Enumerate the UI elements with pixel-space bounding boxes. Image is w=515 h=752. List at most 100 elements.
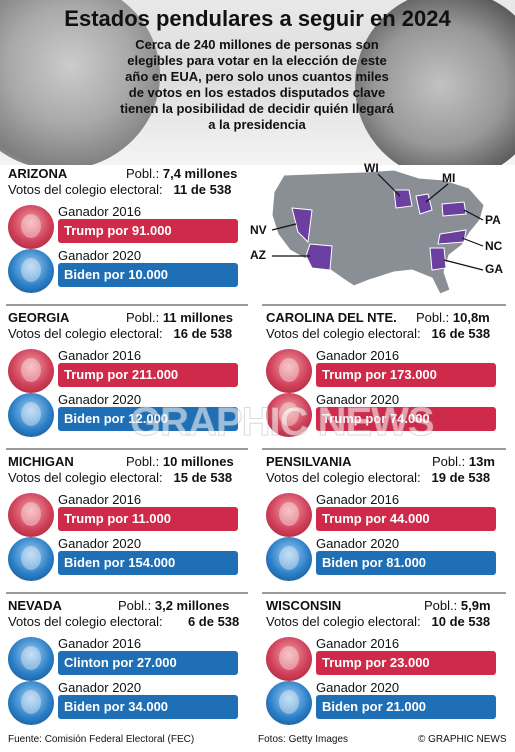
winner-2020-row: Ganador 2020 Biden por 34.000 [8, 680, 248, 726]
pointer-nc [461, 237, 484, 247]
population: Pobl.: 7,4 millones [126, 166, 238, 181]
winner-2016-row: Ganador 2016 Trump por 11.000 [8, 492, 248, 538]
winner-2016-label: Ganador 2016 [58, 348, 142, 363]
state-panel-arizona: ARIZONA Pobl.: 7,4 millones Votos del co… [8, 166, 240, 296]
divider [6, 592, 248, 594]
winner-2020-bar: Biden por 34.000 [58, 695, 238, 719]
map-label-nv: NV [250, 223, 267, 237]
winner-2016-row: Ganador 2016 Trump por 44.000 [266, 492, 506, 538]
map-label-wi: WI [364, 161, 379, 175]
winner-2020-row: Ganador 2020 Biden por 154.000 [8, 536, 248, 582]
map-label-az: AZ [250, 248, 266, 262]
map-label-nc: NC [485, 239, 503, 253]
state-name: ARIZONA [8, 166, 68, 181]
winner-2020-row: Ganador 2020 Biden por 21.000 [266, 680, 506, 726]
divider [262, 448, 506, 450]
divider [6, 448, 248, 450]
electoral-votes: Votos del colegio electoral: 16 de 538 [8, 326, 233, 341]
population: Pobl.: 10,8m [416, 310, 490, 325]
winner-2020-label: Ganador 2020 [316, 392, 400, 407]
trump-avatar [266, 349, 312, 393]
winner-2016-bar: Clinton por 27.000 [58, 651, 238, 675]
state-name: WISCONSIN [266, 598, 342, 613]
winner-2020-label: Ganador 2020 [58, 248, 142, 263]
state-panel-wisconsin: WISCONSIN Pobl.: 5,9m Votos del colegio … [266, 598, 506, 730]
state-az [305, 243, 333, 271]
page-title: Estados pendulares a seguir en 2024 [64, 6, 451, 31]
winner-2016-row: Ganador 2016 Trump por 173.000 [266, 348, 506, 394]
winner-2020-row: Ganador 2020 Biden por 12.000 [8, 392, 248, 438]
winner-2020-bar: Biden por 154.000 [58, 551, 238, 575]
trump-avatar [8, 205, 54, 249]
state-name: MICHIGAN [8, 454, 74, 469]
state-name: CAROLINA DEL NTE. [266, 310, 397, 325]
winner-2016-label: Ganador 2016 [316, 492, 400, 507]
state-panel-georgia: GEORGIA Pobl.: 11 millones Votos del col… [8, 310, 248, 446]
footer-source: Fuente: Comisión Federal Electoral (FEC) [8, 734, 195, 745]
winner-2016-row: Ganador 2016 Trump por 211.000 [8, 348, 248, 394]
state-panel-pennsylvania: PENSILVANIA Pobl.: 13m Votos del colegio… [266, 454, 506, 590]
winner-2016-bar: Trump por 11.000 [58, 507, 238, 531]
electoral-votes: Votos del colegio electoral: 16 de 538 [266, 326, 491, 341]
winner-2016-label: Ganador 2016 [58, 492, 142, 507]
electoral-votes: Votos del colegio electoral: 6 de 538 [8, 614, 240, 629]
winner-2016-row: Ganador 2016 Clinton por 27.000 [8, 636, 248, 682]
pointer-ga [443, 259, 484, 271]
biden-avatar [8, 249, 54, 293]
winner-2020-bar: Biden por 81.000 [316, 551, 496, 575]
state-mi [415, 193, 433, 215]
divider [6, 304, 248, 306]
winner-2016-label: Ganador 2016 [58, 636, 142, 651]
biden-avatar [8, 537, 54, 581]
candidate-photo-right [355, 0, 515, 165]
pointer-pa [463, 209, 484, 221]
footer-credit: © GRAPHIC NEWS [418, 734, 507, 745]
state-name: NEVADA [8, 598, 62, 613]
winner-2020-row: Ganador 2020 Biden por 10.000 [8, 248, 248, 294]
state-pa [441, 201, 467, 217]
biden-avatar [8, 393, 54, 437]
population: Pobl.: 5,9m [424, 598, 491, 613]
trump-avatar [266, 493, 312, 537]
winner-2020-bar: Trump por 74.000 [316, 407, 496, 431]
state-panel-nevada: NEVADA Pobl.: 3,2 millones Votos del col… [8, 598, 248, 730]
us-swing-states-map: WI MI PA NV NC AZ GA [250, 161, 503, 295]
watermark: GRAPHIC NEWS [130, 400, 436, 445]
population: Pobl.: 13m [432, 454, 495, 469]
winner-2016-bar: Trump por 44.000 [316, 507, 496, 531]
winner-2020-row: Ganador 2020 Trump por 74.000 [266, 392, 506, 438]
electoral-votes: Votos del colegio electoral: 10 de 538 [266, 614, 491, 629]
candidate-photo-left [0, 0, 160, 165]
state-nc [437, 229, 467, 245]
winner-2016-row: Ganador 2016 Trump por 23.000 [266, 636, 506, 682]
winner-2016-bar: Trump por 173.000 [316, 363, 496, 387]
winner-2016-bar: Trump por 211.000 [58, 363, 238, 387]
divider [262, 304, 506, 306]
winner-2016-label: Ganador 2016 [316, 636, 400, 651]
state-ga [429, 247, 447, 271]
winner-2020-label: Ganador 2020 [316, 680, 400, 695]
electoral-votes: Votos del colegio electoral: 15 de 538 [8, 470, 233, 485]
winner-2016-label: Ganador 2016 [316, 348, 400, 363]
winner-2016-bar: Trump por 91.000 [58, 219, 238, 243]
winner-2020-label: Ganador 2020 [58, 536, 142, 551]
winner-2020-row: Ganador 2020 Biden por 81.000 [266, 536, 506, 582]
population: Pobl.: 11 millones [126, 310, 233, 325]
electoral-votes: Votos del colegio electoral: 19 de 538 [266, 470, 491, 485]
clinton-avatar [8, 637, 54, 681]
trump-avatar [266, 393, 312, 437]
state-name: PENSILVANIA [266, 454, 352, 469]
state-panel-north-carolina: CAROLINA DEL NTE. Pobl.: 10,8m Votos del… [266, 310, 506, 446]
trump-avatar [8, 349, 54, 393]
winner-2020-bar: Biden por 21.000 [316, 695, 496, 719]
winner-2020-label: Ganador 2020 [316, 536, 400, 551]
trump-avatar [266, 637, 312, 681]
divider [262, 592, 506, 594]
biden-avatar [266, 537, 312, 581]
state-panel-michigan: MICHIGAN Pobl.: 10 millones Votos del co… [8, 454, 248, 590]
map-label-mi: MI [442, 171, 455, 185]
trump-avatar [8, 493, 54, 537]
map-label-ga: GA [485, 262, 503, 276]
pointer-nv [271, 223, 297, 231]
page-subtitle: Cerca de 240 millones de personas son el… [120, 37, 394, 132]
